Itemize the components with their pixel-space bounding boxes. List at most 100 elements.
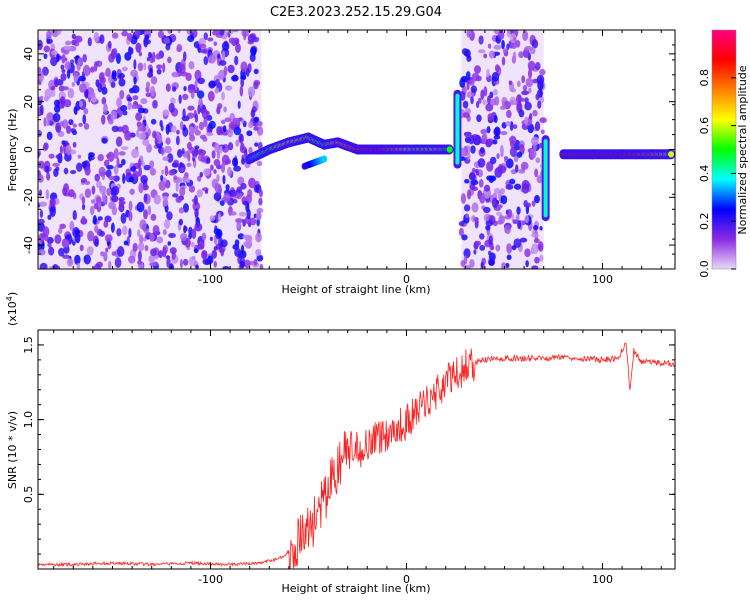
noise-speck: [194, 208, 199, 218]
noise-speck: [498, 165, 507, 174]
noise-speck: [256, 254, 264, 262]
noise-speck: [487, 113, 494, 121]
noise-speck: [539, 89, 543, 98]
noise-speck: [248, 121, 254, 129]
noise-speck: [500, 195, 508, 205]
noise-speck: [191, 228, 197, 240]
noise-speck: [84, 188, 92, 199]
noise-speck: [482, 99, 487, 106]
noise-speck: [480, 89, 485, 100]
noise-speck: [458, 227, 464, 237]
noise-speck: [473, 216, 479, 222]
noise-speck: [529, 47, 536, 55]
noise-speck: [539, 225, 543, 231]
noise-speck: [103, 251, 108, 262]
noise-speck: [97, 216, 103, 221]
noise-speck: [137, 242, 145, 252]
noise-speck: [39, 262, 48, 269]
noise-speck: [204, 189, 209, 194]
colorbar-tick-label: 0.6: [698, 117, 711, 135]
noise-speck: [533, 238, 540, 244]
noise-speck: [249, 53, 256, 62]
noise-speck: [45, 165, 50, 174]
noise-speck: [477, 169, 483, 178]
noise-speck: [224, 117, 232, 123]
noise-speck: [113, 148, 119, 159]
noise-speck: [169, 247, 177, 255]
noise-speck: [238, 211, 247, 217]
noise-speck: [131, 85, 140, 94]
noise-speck: [241, 250, 247, 259]
noise-speck: [194, 113, 199, 123]
noise-speck: [179, 187, 186, 197]
noise-speck: [253, 68, 259, 75]
noise-speck: [232, 74, 238, 82]
noise-speck: [464, 178, 470, 184]
noise-speck: [164, 145, 172, 154]
noise-speck: [178, 94, 182, 104]
noise-speck: [495, 244, 501, 252]
noise-speck: [111, 125, 119, 133]
noise-speck: [256, 120, 263, 127]
noise-speck: [197, 77, 205, 85]
noise-speck: [138, 166, 142, 177]
noise-speck: [148, 254, 155, 264]
noise-speck: [495, 211, 503, 216]
noise-speck: [187, 35, 195, 43]
noise-speck: [150, 76, 158, 85]
noise-speck: [99, 230, 105, 237]
noise-speck: [522, 84, 528, 92]
snr-xlabel: Height of straight line (km): [281, 582, 430, 595]
noise-speck: [465, 213, 470, 219]
noise-speck: [483, 206, 491, 214]
noise-speck: [522, 30, 529, 42]
noise-speck: [517, 220, 522, 230]
noise-speck: [508, 80, 513, 86]
snr-xtick-label: -100: [198, 573, 223, 586]
noise-speck: [527, 60, 536, 71]
noise-speck: [61, 239, 70, 248]
noise-speck: [215, 78, 220, 86]
noise-speck: [227, 166, 232, 177]
noise-speck: [128, 176, 135, 183]
spectrogram-xtick-label: 0: [403, 273, 410, 286]
noise-speck: [505, 184, 514, 190]
noise-speck: [506, 30, 511, 38]
noise-speck: [133, 76, 137, 85]
noise-speck: [143, 39, 151, 45]
noise-speck: [54, 78, 59, 88]
noise-speck: [502, 48, 507, 54]
noise-speck: [171, 125, 177, 133]
noise-speck: [164, 165, 169, 177]
noise-speck: [201, 150, 205, 162]
noise-speck: [220, 239, 228, 248]
noise-speck: [87, 37, 92, 47]
noise-speck: [175, 135, 180, 146]
colorbar-tick-label: 0.0: [698, 260, 711, 278]
noise-speck: [63, 45, 71, 50]
noise-speck: [188, 126, 195, 136]
noise-speck: [60, 72, 67, 82]
noise-speck: [85, 88, 89, 99]
noise-speck: [488, 235, 493, 246]
noise-speck: [140, 98, 148, 105]
noise-speck: [162, 109, 169, 117]
noise-speck: [534, 194, 541, 204]
noise-speck: [195, 264, 199, 269]
noise-speck: [128, 227, 132, 238]
noise-speck: [168, 102, 175, 113]
noise-speck: [128, 210, 133, 222]
noise-speck: [106, 187, 112, 197]
noise-speck: [44, 88, 52, 99]
noise-speck: [486, 161, 494, 172]
noise-speck: [182, 93, 189, 101]
noise-speck: [192, 201, 201, 212]
snr-ytick-label: 1.5: [22, 336, 35, 354]
noise-speck: [475, 75, 482, 82]
noise-speck: [207, 37, 214, 42]
noise-speck: [82, 54, 87, 63]
noise-speck: [140, 131, 146, 140]
noise-speck: [110, 110, 118, 120]
noise-speck: [171, 71, 179, 78]
noise-speck: [461, 48, 469, 55]
